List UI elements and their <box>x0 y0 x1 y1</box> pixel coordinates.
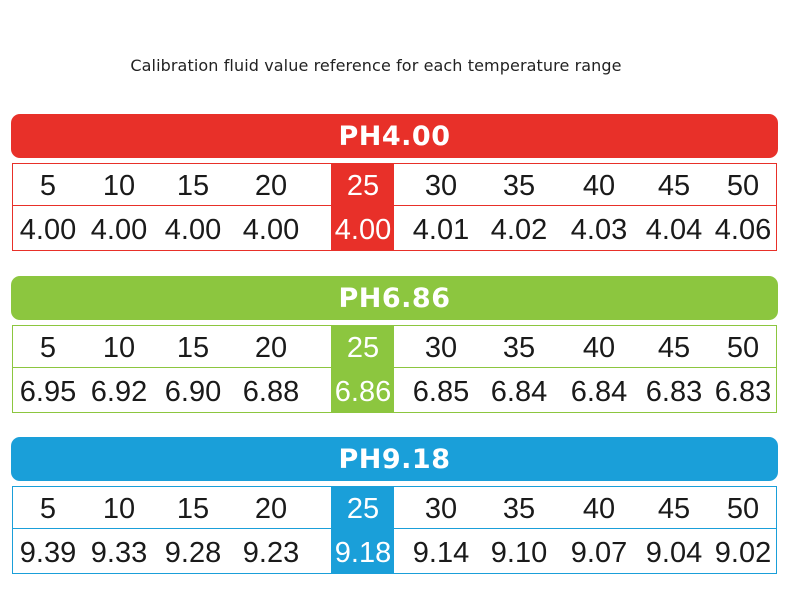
value-cell: 9.33 <box>90 536 148 569</box>
ph-block-0: PH4.00 5 10 15 20 25 30 35 40 45 50 4.00 4.00 4.00 4.0… <box>11 114 778 254</box>
ph-header: PH6.86 <box>11 276 778 320</box>
value-cell: 6.83 <box>645 375 703 408</box>
value-cell: 6.88 <box>242 375 300 408</box>
row-divider <box>13 205 776 206</box>
value-row: 6.95 6.92 6.90 6.88 6.86 6.85 6.84 6.84 6.83 6.83 <box>13 370 776 414</box>
temperature-cell: 40 <box>582 492 616 525</box>
value-cell: 4.00 <box>90 213 148 246</box>
ph-block-2: PH9.18 5 10 15 20 25 30 35 40 45 50 9.39 9.33 9.28 9.2… <box>11 437 778 577</box>
temperature-cell: 20 <box>254 492 288 525</box>
ph-header: PH9.18 <box>11 437 778 481</box>
ph-table: 5 10 15 20 25 30 35 40 45 50 4.00 4.00 4.00 4.00 4.00 4… <box>12 163 777 251</box>
value-cell: 9.14 <box>412 536 470 569</box>
value-cell: 4.03 <box>570 213 628 246</box>
value-cell: 4.00 <box>334 213 392 246</box>
value-cell: 4.02 <box>490 213 548 246</box>
value-cell: 9.23 <box>242 536 300 569</box>
temperature-row: 5 10 15 20 25 30 35 40 45 50 <box>13 164 776 208</box>
temperature-cell: 30 <box>424 331 458 364</box>
temperature-cell: 40 <box>582 169 616 202</box>
row-divider <box>13 367 776 368</box>
value-cell: 6.84 <box>490 375 548 408</box>
ph-table: 5 10 15 20 25 30 35 40 45 50 9.39 9.33 9.28 9.23 9.18 9… <box>12 486 777 574</box>
value-cell: 4.06 <box>714 213 772 246</box>
temperature-cell: 50 <box>726 169 760 202</box>
temperature-cell: 35 <box>502 492 536 525</box>
value-cell: 6.83 <box>714 375 772 408</box>
temperature-cell: 25 <box>346 492 380 525</box>
temperature-cell: 15 <box>176 169 210 202</box>
temperature-cell: 45 <box>657 492 691 525</box>
ph-header: PH4.00 <box>11 114 778 158</box>
temperature-cell: 35 <box>502 169 536 202</box>
value-cell: 6.84 <box>570 375 628 408</box>
value-cell: 6.86 <box>334 375 392 408</box>
value-cell: 4.00 <box>242 213 300 246</box>
temperature-cell: 15 <box>176 331 210 364</box>
value-cell: 6.85 <box>412 375 470 408</box>
temperature-row: 5 10 15 20 25 30 35 40 45 50 <box>13 326 776 370</box>
caption: Calibration fluid value reference for ea… <box>130 56 622 75</box>
temperature-cell: 10 <box>102 169 136 202</box>
value-cell: 6.95 <box>19 375 77 408</box>
temperature-cell: 50 <box>726 492 760 525</box>
value-cell: 6.92 <box>90 375 148 408</box>
temperature-cell: 5 <box>39 331 57 364</box>
reference-column-highlight <box>331 326 394 412</box>
value-cell: 4.04 <box>645 213 703 246</box>
temperature-cell: 20 <box>254 169 288 202</box>
value-cell: 9.04 <box>645 536 703 569</box>
value-cell: 9.07 <box>570 536 628 569</box>
temperature-cell: 5 <box>39 169 57 202</box>
temperature-cell: 25 <box>346 169 380 202</box>
temperature-cell: 10 <box>102 492 136 525</box>
temperature-cell: 10 <box>102 331 136 364</box>
temperature-cell: 30 <box>424 169 458 202</box>
temperature-cell: 15 <box>176 492 210 525</box>
temperature-row: 5 10 15 20 25 30 35 40 45 50 <box>13 487 776 531</box>
value-cell: 6.90 <box>164 375 222 408</box>
ph-table: 5 10 15 20 25 30 35 40 45 50 6.95 6.92 6.90 6.88 6.86 6… <box>12 325 777 413</box>
temperature-cell: 30 <box>424 492 458 525</box>
temperature-cell: 45 <box>657 169 691 202</box>
temperature-cell: 40 <box>582 331 616 364</box>
temperature-cell: 45 <box>657 331 691 364</box>
temperature-cell: 5 <box>39 492 57 525</box>
temperature-cell: 50 <box>726 331 760 364</box>
value-cell: 9.02 <box>714 536 772 569</box>
value-cell: 4.00 <box>19 213 77 246</box>
value-row: 9.39 9.33 9.28 9.23 9.18 9.14 9.10 9.07 9.04 9.02 <box>13 531 776 575</box>
value-cell: 9.10 <box>490 536 548 569</box>
ph-block-1: PH6.86 5 10 15 20 25 30 35 40 45 50 6.95 6.92 6.90 6.8… <box>11 276 778 416</box>
value-cell: 9.28 <box>164 536 222 569</box>
value-cell: 4.01 <box>412 213 470 246</box>
value-cell: 4.00 <box>164 213 222 246</box>
temperature-cell: 20 <box>254 331 288 364</box>
value-cell: 9.39 <box>19 536 77 569</box>
reference-column-highlight <box>331 164 394 250</box>
temperature-cell: 25 <box>346 331 380 364</box>
row-divider <box>13 528 776 529</box>
value-cell: 9.18 <box>334 536 392 569</box>
temperature-cell: 35 <box>502 331 536 364</box>
value-row: 4.00 4.00 4.00 4.00 4.00 4.01 4.02 4.03 4.04 4.06 <box>13 208 776 252</box>
reference-column-highlight <box>331 487 394 573</box>
